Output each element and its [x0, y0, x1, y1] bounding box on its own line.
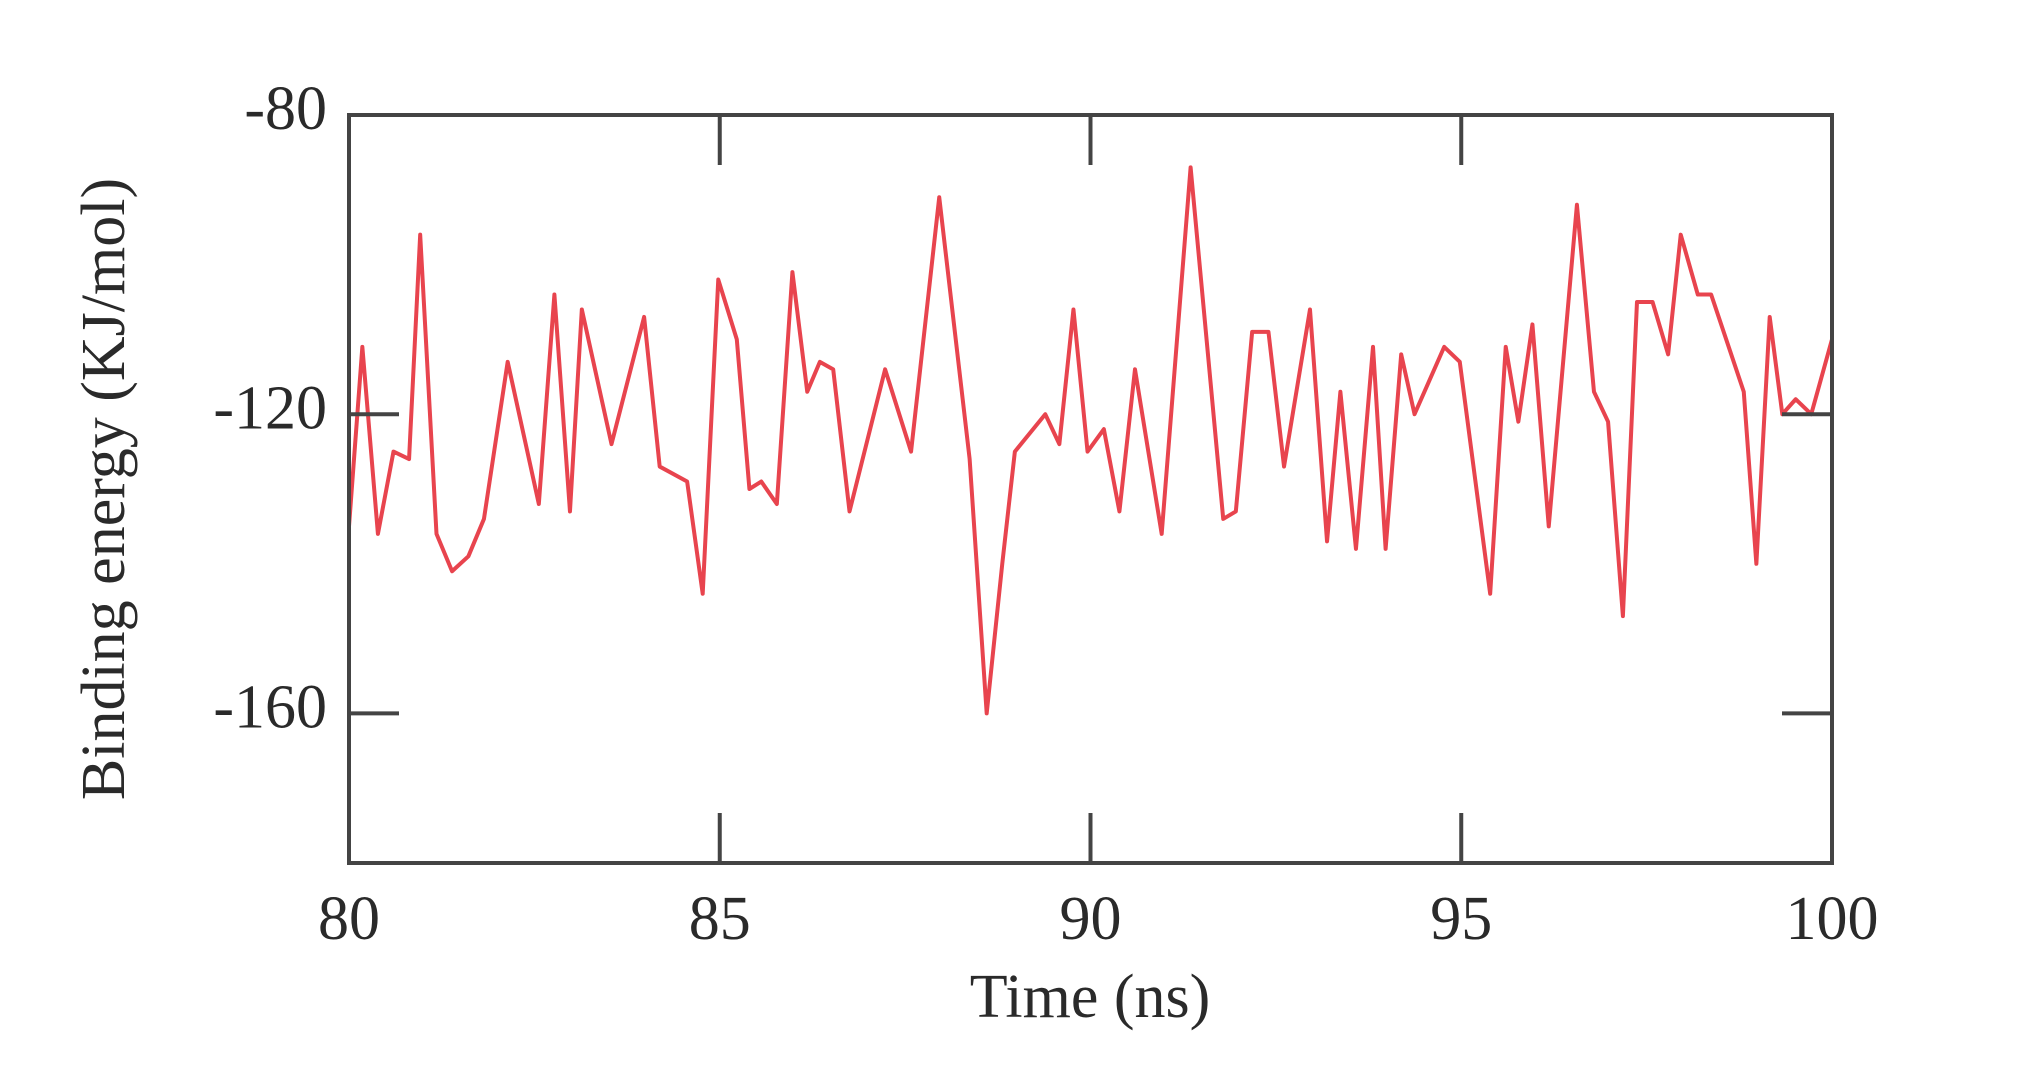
x-axis-label: Time (ns) — [970, 963, 1211, 1031]
data-line — [347, 165, 1834, 716]
x-tick-label: 90 — [1060, 885, 1122, 953]
x-tick-label: 100 — [1786, 885, 1879, 953]
y-tick-label: -80 — [244, 75, 327, 143]
y-tick-label: -120 — [213, 374, 327, 442]
x-tick-label: 80 — [318, 885, 380, 953]
x-tick-label: 85 — [689, 885, 751, 953]
y-axis-label: Binding energy (KJ/mol) — [70, 178, 138, 800]
x-tick-label: 95 — [1430, 885, 1492, 953]
y-tick-label: -160 — [213, 674, 327, 742]
